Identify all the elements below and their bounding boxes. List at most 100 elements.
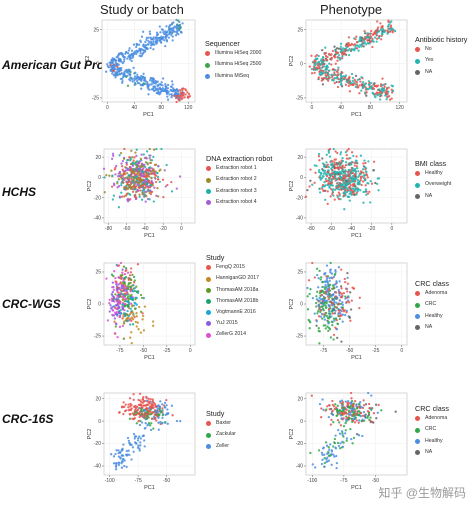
data-point xyxy=(320,77,324,80)
data-point xyxy=(337,68,340,71)
data-point xyxy=(325,314,328,317)
data-point xyxy=(143,439,146,442)
data-point xyxy=(333,437,337,441)
data-point xyxy=(123,312,126,315)
data-point xyxy=(138,195,141,198)
data-point xyxy=(325,311,328,315)
data-point xyxy=(121,79,124,83)
data-point xyxy=(344,295,347,298)
data-point xyxy=(150,159,154,162)
data-point xyxy=(136,439,140,442)
data-point xyxy=(325,75,328,79)
data-point xyxy=(323,465,326,468)
data-point xyxy=(141,52,144,55)
data-point xyxy=(117,185,121,188)
data-point xyxy=(141,184,145,187)
data-point xyxy=(320,62,323,65)
data-point xyxy=(130,331,133,334)
data-point xyxy=(114,76,117,79)
data-point xyxy=(366,41,369,45)
data-point xyxy=(124,269,127,273)
data-point xyxy=(330,181,333,184)
legend-swatch xyxy=(415,182,420,188)
legend-bmi-class: BMI class Healthy Overweight NA xyxy=(415,160,451,205)
data-point xyxy=(341,409,344,413)
data-point xyxy=(132,393,135,396)
x-tick-label: -100 xyxy=(307,478,317,484)
data-point xyxy=(165,34,169,37)
data-point xyxy=(332,338,335,341)
data-point xyxy=(350,72,354,76)
data-point xyxy=(370,394,373,397)
data-point xyxy=(122,295,125,299)
data-point xyxy=(338,409,341,413)
legend-label: Yes xyxy=(425,57,434,64)
legend-crc-class-16s: CRC class Adenoma CRC Healthy NA xyxy=(415,405,449,461)
data-point xyxy=(134,50,137,53)
data-point xyxy=(154,81,157,85)
data-point xyxy=(122,322,126,325)
data-point xyxy=(121,317,124,320)
legend-title: CRC class xyxy=(415,404,449,413)
data-point xyxy=(372,160,376,163)
legend-label: Adenoma xyxy=(425,415,448,422)
legend-item: NA xyxy=(415,69,467,75)
data-point xyxy=(358,180,361,183)
data-point xyxy=(333,301,336,304)
data-point xyxy=(130,78,134,81)
y-axis-label: PC2 xyxy=(87,299,93,310)
data-point xyxy=(115,449,118,452)
data-point xyxy=(348,192,351,195)
legend-label: Adenoma xyxy=(425,290,448,297)
data-point xyxy=(120,174,123,177)
data-point xyxy=(335,301,338,304)
data-point xyxy=(159,420,162,424)
data-point xyxy=(145,417,148,421)
data-point xyxy=(349,411,352,414)
legend-label: ThomasAM 2018b xyxy=(216,297,259,304)
data-point xyxy=(125,300,128,303)
data-point xyxy=(157,83,160,86)
data-point xyxy=(335,280,338,283)
data-point xyxy=(148,32,152,36)
data-point xyxy=(335,285,338,288)
data-point xyxy=(324,272,327,275)
data-point xyxy=(137,82,141,85)
data-point xyxy=(331,49,335,53)
data-point xyxy=(337,288,340,292)
data-point xyxy=(147,180,150,184)
data-point xyxy=(129,159,132,162)
data-point xyxy=(135,325,138,328)
data-point xyxy=(157,178,160,181)
data-point xyxy=(171,89,174,93)
data-point xyxy=(329,336,333,339)
data-point xyxy=(115,307,118,311)
data-point xyxy=(131,311,134,314)
legend-swatch xyxy=(206,199,211,205)
data-point xyxy=(128,417,132,420)
data-point xyxy=(377,189,380,192)
data-point xyxy=(126,158,129,162)
data-point xyxy=(362,190,365,194)
data-point xyxy=(345,439,348,442)
data-point xyxy=(336,296,339,300)
data-point xyxy=(317,155,321,158)
data-point xyxy=(313,164,316,167)
data-point xyxy=(121,306,125,310)
data-point xyxy=(311,463,314,466)
data-point xyxy=(318,269,321,273)
data-point xyxy=(133,307,137,310)
data-point xyxy=(349,291,352,294)
data-point xyxy=(364,43,368,46)
data-point xyxy=(337,312,340,316)
data-point xyxy=(150,44,153,47)
data-point xyxy=(339,312,342,315)
data-point xyxy=(381,84,384,87)
data-point xyxy=(150,83,153,86)
data-point xyxy=(352,407,355,410)
data-point xyxy=(119,276,123,279)
data-point xyxy=(320,66,324,69)
data-point xyxy=(115,164,118,168)
data-point xyxy=(352,411,355,415)
data-point xyxy=(331,312,335,315)
